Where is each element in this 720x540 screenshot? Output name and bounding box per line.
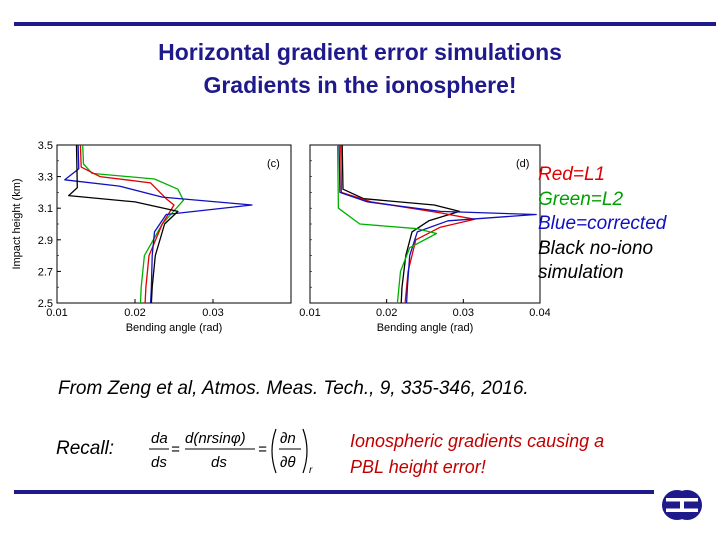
panel-label-1: (d) [516,158,529,170]
legend-blue: Blue=corrected [538,213,667,234]
x-tick-label-1-1: 0.02 [376,307,397,319]
x-tick-label-0-1: 0.02 [124,307,145,319]
chart-panel-d: 0.01 0.02 0.03 0.04 Bending angle (rad) (d) [299,144,550,334]
equation: da ds = d(nrsinφ) ds = ∂n ∂θ r [149,428,313,476]
x-tick-label-0-0: 0.01 [46,307,67,319]
recall-label: Recall: [56,438,115,459]
title-line-2: Gradients in the ionosphere! [203,72,517,98]
x-axis-label-1: Bending angle (rad) [377,322,474,334]
slide-title: Horizontal gradient error simulations Gr… [0,36,720,102]
eq-equals-2: = [258,441,267,458]
legend-black: Black no-iono [538,237,654,259]
top-divider [14,22,716,26]
x-tick-label-0-2: 0.03 [202,307,223,319]
x-axis-label-0: Bending angle (rad) [126,322,223,334]
title-line-1: Horizontal gradient error simulations [158,39,562,65]
x-tick-label-1-2: 0.03 [453,307,474,319]
eq-rhs-num: ∂n [280,430,296,447]
y-tick-label-0-1: 3.3 [38,172,53,184]
y-tick-label-0-4: 2.7 [38,266,53,278]
x-tick-label-1-0: 0.01 [299,307,320,319]
eq-lhs-den: ds [151,454,167,471]
legend-red: Red=L1 [538,164,606,185]
series-line-black-0 [68,144,179,304]
eq-mid-den: ds [211,454,227,471]
series-line-blue-1 [338,144,537,304]
eq-lhs-num: da [151,430,168,447]
legend-black-2: simulation [538,262,624,283]
panel-label-0: (c) [267,158,280,170]
y-axis-label-0: Impact height (km) [11,178,23,269]
conclusion-line-2: PBL height error! [350,457,486,477]
series-line-blue-0 [64,144,253,304]
eq-equals-1: = [171,441,180,458]
legend: Red=L1 Green=L2 Blue=corrected Black no-… [538,163,666,286]
chart-panel-c: 3.5 3.3 3.1 2.9 2.7 2.50.01 0.02 0.03 Bending an… [11,140,292,334]
series-line-red-0 [79,144,175,304]
bottom-divider [14,490,654,494]
conclusion: Ionospheric gradients causing a PBL heig… [350,428,604,480]
eq-subscript: r [309,465,313,476]
y-tick-label-0-3: 2.9 [38,235,53,247]
plot-frame-0 [56,144,292,304]
conclusion-line-1: Ionospheric gradients causing a [350,431,605,451]
legend-green: Green=L2 [538,188,624,210]
series-line-black-1 [341,144,461,304]
eq-rhs-den: ∂θ [280,454,296,471]
series-line-green-1 [336,144,438,304]
y-tick-label-0-0: 3.5 [38,140,53,152]
y-tick-label-0-5: 2.5 [38,298,53,310]
x-tick-label-1-3: 0.04 [529,307,550,319]
eq-mid-num: d(nrsinφ) [185,430,246,447]
citation: From Zeng et al, Atmos. Meas. Tech., 9, … [58,378,529,399]
y-tick-label-0-2: 3.1 [38,203,53,215]
ecmwf-logo-icon [662,490,702,520]
series-line-green-0 [82,144,185,304]
